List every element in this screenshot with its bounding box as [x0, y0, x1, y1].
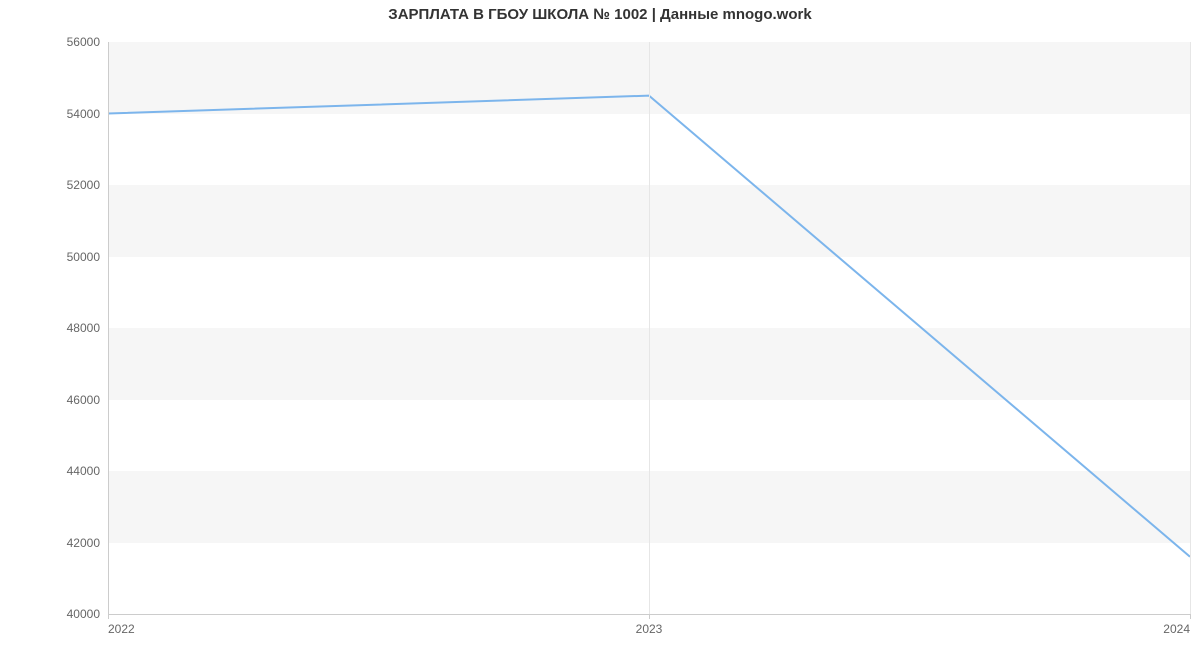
y-tick-label: 40000	[67, 607, 100, 621]
y-tick-label: 56000	[67, 35, 100, 49]
y-tick-label: 48000	[67, 321, 100, 335]
y-tick-label: 44000	[67, 464, 100, 478]
y-tick-label: 46000	[67, 393, 100, 407]
x-gridline	[649, 42, 650, 614]
x-tick-label: 2022	[108, 622, 135, 636]
x-gridline	[1190, 42, 1191, 614]
y-tick-label: 42000	[67, 536, 100, 550]
x-tick-mark	[1190, 614, 1191, 619]
x-axis-line	[108, 614, 1190, 615]
x-tick-label: 2024	[1163, 622, 1190, 636]
y-tick-label: 50000	[67, 250, 100, 264]
x-tick-label: 2023	[636, 622, 663, 636]
salary-line-chart: ЗАРПЛАТА В ГБОУ ШКОЛА № 1002 | Данные mn…	[0, 0, 1200, 650]
chart-title: ЗАРПЛАТА В ГБОУ ШКОЛА № 1002 | Данные mn…	[0, 6, 1200, 23]
plot-area: 2022202320244000042000440004600048000500…	[108, 42, 1190, 614]
y-tick-label: 52000	[67, 178, 100, 192]
y-tick-label: 54000	[67, 107, 100, 121]
y-axis-line	[108, 42, 109, 614]
